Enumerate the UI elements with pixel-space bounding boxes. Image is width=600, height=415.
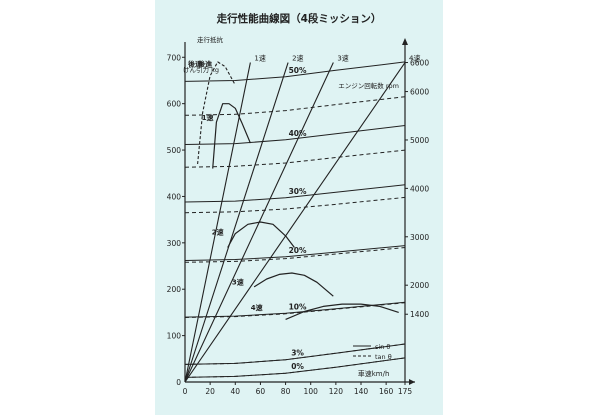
ylabel-left: けん引力 kg bbox=[183, 65, 219, 74]
gear-label: 4速 bbox=[251, 303, 263, 312]
x-tick-label: 100 bbox=[304, 387, 319, 396]
resistance-sin-curve bbox=[184, 125, 406, 145]
resistance-tan-curve bbox=[184, 96, 406, 116]
x-tick-label: 120 bbox=[329, 387, 344, 396]
gear-label: 2速 bbox=[212, 227, 224, 236]
resistance-tan-curve bbox=[184, 302, 406, 318]
gear-label: 後進 bbox=[197, 60, 212, 69]
rpm-line-label: 4速 bbox=[409, 55, 420, 63]
y-left-tick-label: 200 bbox=[167, 285, 182, 294]
resistance-label: 30% bbox=[289, 187, 307, 196]
resistance-label: 3% bbox=[291, 349, 304, 358]
resistance-sin-curve bbox=[184, 245, 406, 261]
y-left-tick-label: 300 bbox=[167, 239, 182, 248]
ylabel-right: エンジン回転数 rpm bbox=[338, 81, 399, 90]
gear-label: 1速 bbox=[202, 113, 214, 122]
resistance-tan-curve bbox=[184, 343, 406, 365]
x-tick-label: 80 bbox=[281, 387, 291, 396]
gear-label: 3速 bbox=[232, 278, 244, 287]
x-tick-label: 20 bbox=[205, 387, 215, 396]
y-right-tick-label: 5000 bbox=[410, 136, 429, 145]
rpm-line-label: 3速 bbox=[337, 55, 348, 63]
resistance-label: 0% bbox=[291, 362, 304, 371]
traction-reverse-curve bbox=[197, 61, 236, 165]
gear-label: 後退 bbox=[187, 60, 202, 69]
x-tick-label: 175 bbox=[398, 387, 413, 396]
y-left-tick-label: 600 bbox=[167, 100, 182, 109]
y-left-tick-label: 500 bbox=[167, 146, 182, 155]
resistance-label: 50% bbox=[289, 66, 307, 75]
resistance-tan-curve bbox=[184, 196, 406, 214]
y-axis-right-arrow bbox=[402, 38, 408, 45]
x-tick-label: 60 bbox=[256, 387, 266, 396]
y-left-tick-label: 400 bbox=[167, 192, 182, 201]
x-tick-label: 40 bbox=[231, 387, 241, 396]
y-left-tick-label: 100 bbox=[167, 332, 182, 341]
legend-label: sin θ bbox=[375, 343, 390, 351]
resistance-sin-curve bbox=[184, 184, 406, 203]
y-right-tick-label: 4000 bbox=[410, 184, 429, 193]
resistance-label: 10% bbox=[289, 302, 307, 311]
x-axis-arrow bbox=[409, 379, 415, 385]
rpm-line bbox=[184, 62, 289, 383]
y-right-tick-label: 3000 bbox=[410, 233, 429, 242]
ylabel-left-extra: 走行抵抗 bbox=[197, 35, 224, 44]
xlabel: 車速km/h bbox=[358, 369, 390, 378]
traction-curve bbox=[227, 221, 295, 248]
rpm-line bbox=[184, 62, 406, 383]
performance-chart: 走行性能曲線図（4段ミッション）100200300400500600700014… bbox=[167, 12, 430, 396]
resistance-sin-curve bbox=[184, 61, 406, 82]
resistance-tan-curve bbox=[184, 357, 406, 378]
x-tick-label: 140 bbox=[354, 387, 369, 396]
rpm-line-label: 2速 bbox=[292, 55, 303, 63]
y-right-tick-label: 1400 bbox=[410, 310, 429, 319]
resistance-label: 40% bbox=[289, 129, 307, 138]
resistance-tan-curve bbox=[184, 247, 406, 263]
legend-label: tan θ bbox=[375, 353, 392, 361]
chart-title: 走行性能曲線図（4段ミッション） bbox=[216, 12, 382, 25]
y-right-tick-label: 6000 bbox=[410, 88, 429, 97]
resistance-tan-curve bbox=[184, 149, 406, 168]
x-tick-label: 160 bbox=[379, 387, 394, 396]
rpm-line bbox=[184, 62, 251, 383]
y-left-tick-label: 0 bbox=[176, 378, 181, 387]
x-tick-label: 0 bbox=[183, 387, 188, 396]
traction-curve bbox=[212, 103, 251, 169]
resistance-label: 20% bbox=[289, 246, 307, 255]
y-left-tick-label: 700 bbox=[167, 53, 182, 62]
traction-curve bbox=[285, 303, 399, 320]
traction-curve bbox=[253, 272, 334, 297]
rpm-line-label: 1速 bbox=[254, 55, 265, 63]
chart-sheet: 走行性能曲線図（4段ミッション） 100 200 300 400 500 600 700 0 14… bbox=[155, 0, 443, 415]
y-right-tick-label: 2000 bbox=[410, 281, 429, 290]
y-right-tick-label: 6600 bbox=[410, 59, 429, 68]
